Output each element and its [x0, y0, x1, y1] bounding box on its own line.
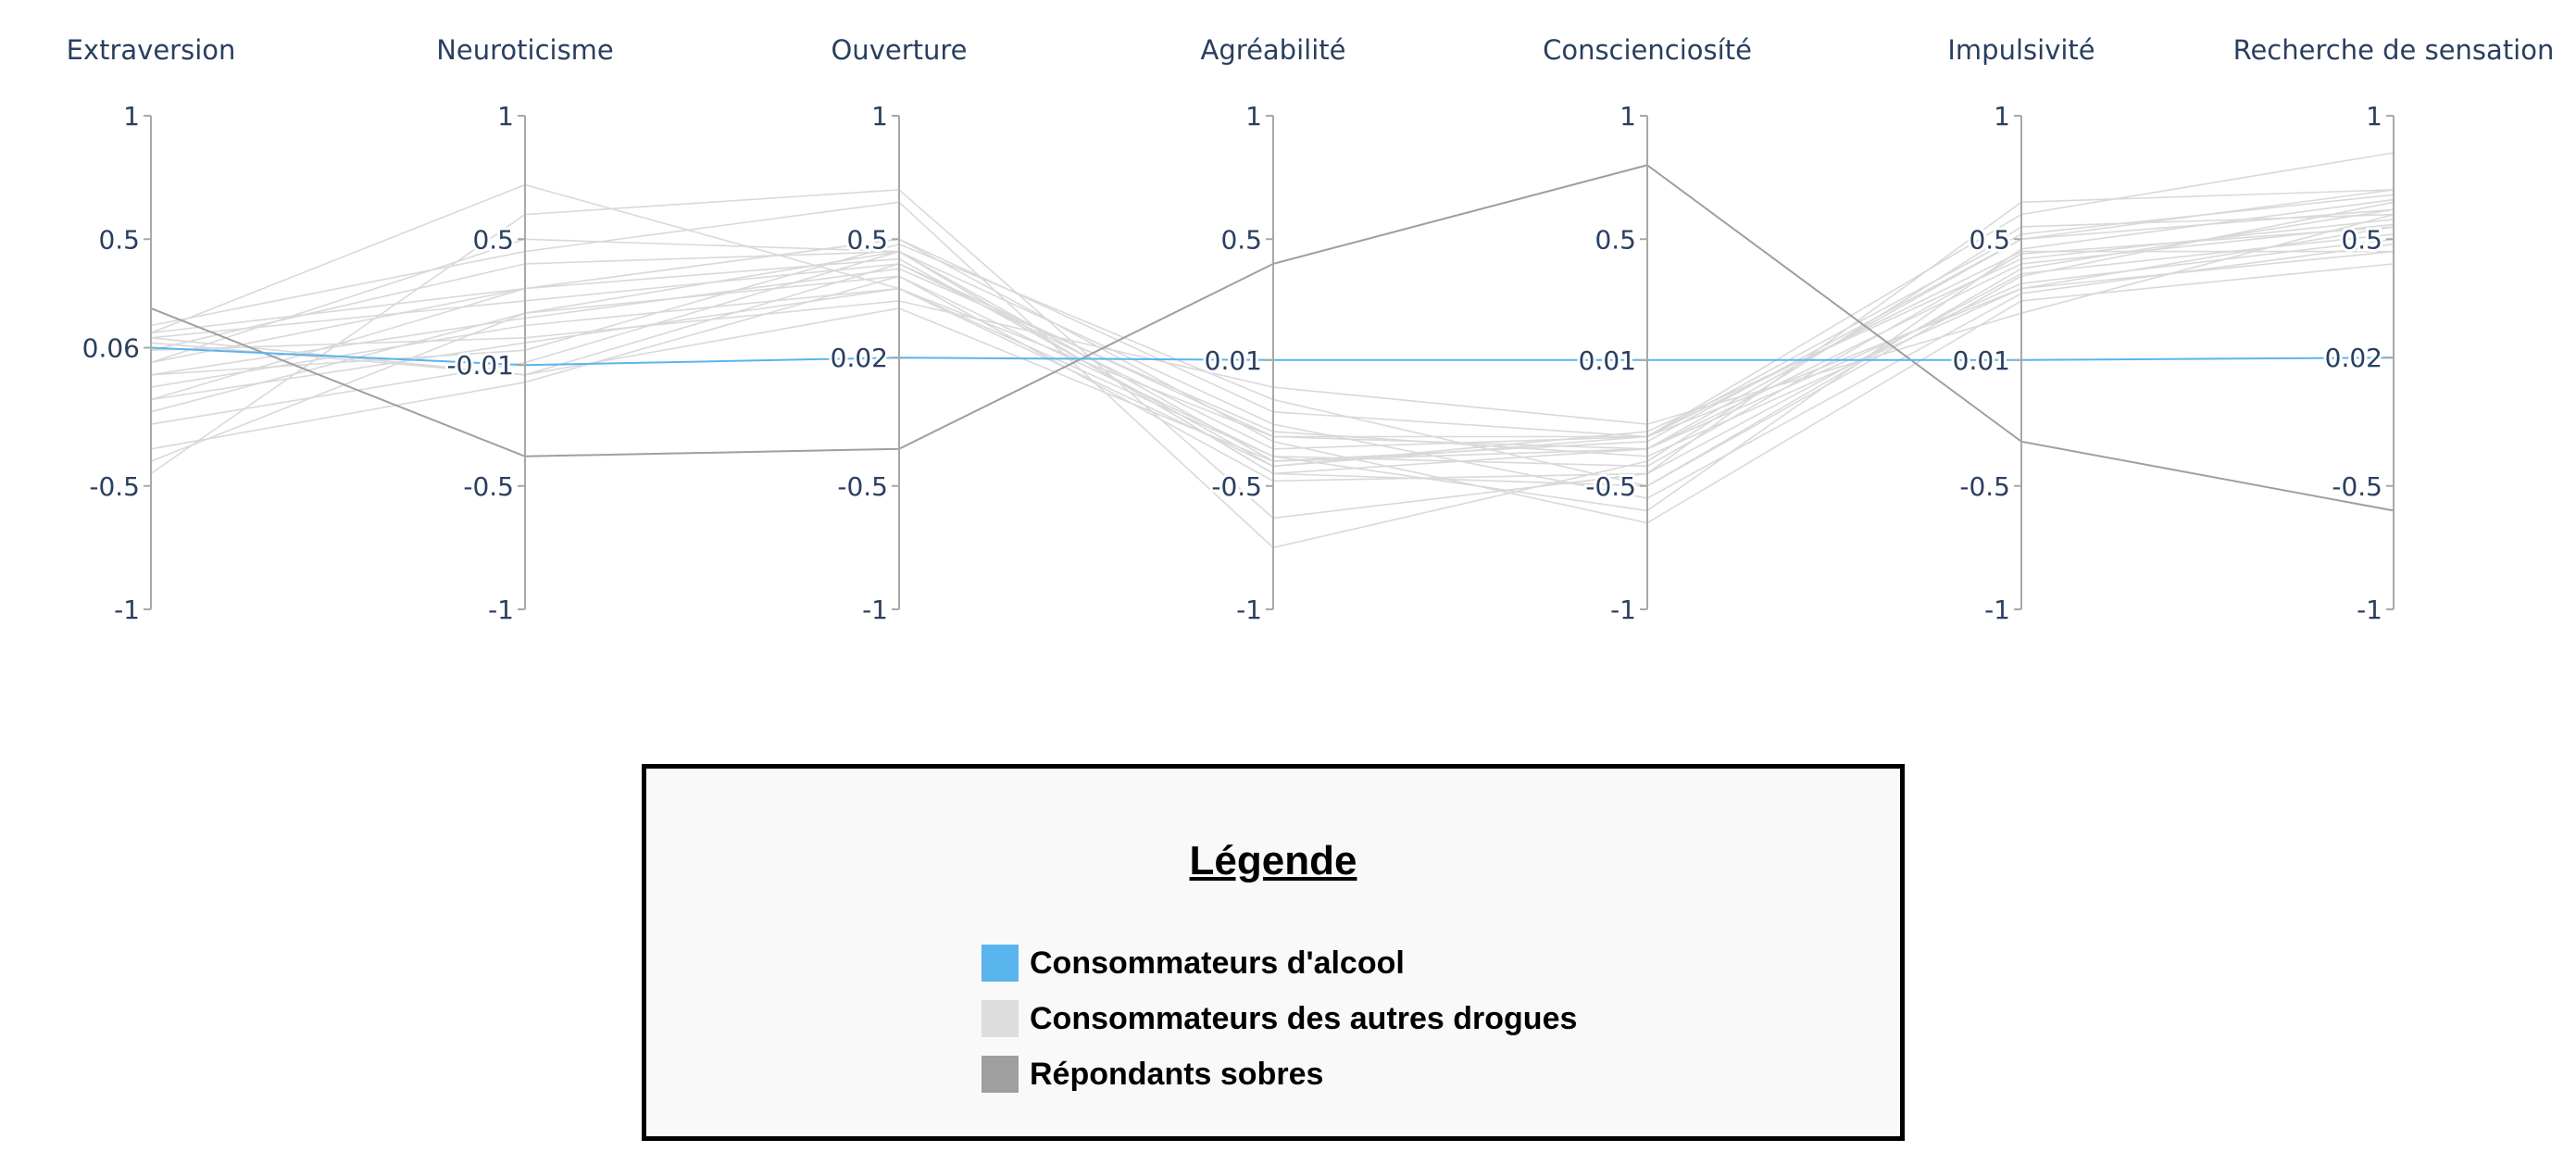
legend-swatch-other-drugs — [982, 1000, 1019, 1037]
axis-conscienciosite: Conscienciosíté -1 -0.5 0.01 0.5 1 — [1543, 34, 1752, 628]
axis-extraversion: Extraversion -1 -0.5 0.06 0.5 1 — [67, 34, 236, 628]
parallel-coordinates-chart: Extraversion -1 -0.5 0.06 0.5 1 Neuroticisme -1… — [66, 34, 2555, 628]
tick-label: 0.5 — [846, 224, 888, 255]
tick-label: 1 — [1245, 101, 1262, 131]
tick-label: -0.5 — [1211, 471, 1262, 502]
tick-label: -0.5 — [463, 471, 514, 502]
axis-title: Impulsivité — [1947, 34, 2095, 66]
tick-label: -1 — [1236, 595, 1262, 625]
tick-label: 0.5 — [98, 224, 140, 255]
legend-box: Légende Consommateurs d'alcool Consommat… — [642, 764, 1905, 1141]
axis-recherche-de-sensation: Recherche de sensation -1 -0.5 0.02 0.5 1 — [2233, 34, 2555, 628]
tick-label: 1 — [123, 101, 140, 131]
axis-title: Extraversion — [67, 34, 236, 66]
tick-label: -1 — [862, 595, 888, 625]
tick-label: -0.01 — [447, 350, 514, 381]
legend-swatch-sober — [982, 1056, 1019, 1093]
legend-label-alcohol: Consommateurs d'alcool — [1030, 945, 1405, 981]
tick-label: 0.02 — [2325, 343, 2382, 373]
tick-label: -0.5 — [837, 471, 888, 502]
tick-label: 0.06 — [82, 333, 140, 364]
tick-label: -1 — [114, 595, 140, 625]
legend-item-other-drugs: Consommateurs des autres drogues — [982, 991, 1577, 1046]
tick-label: 0.5 — [1594, 224, 1636, 255]
tick-label: -0.5 — [1959, 471, 2010, 502]
tick-label: -1 — [2357, 595, 2382, 625]
tick-label: 0.02 — [831, 343, 888, 373]
tick-label: 0.01 — [1579, 345, 1636, 376]
tick-label: -1 — [488, 595, 514, 625]
axis-title: Agréabilité — [1201, 34, 1346, 66]
tick-label: -0.5 — [2332, 471, 2382, 502]
legend-item-sober: Répondants sobres — [982, 1046, 1577, 1102]
tick-label: 1 — [2366, 101, 2382, 131]
axis-impulsivite: Impulsivité -1 -0.5 0.01 0.5 1 — [1947, 34, 2095, 628]
tick-label: 0.5 — [2341, 224, 2382, 255]
legend-label-other-drugs: Consommateurs des autres drogues — [1030, 1000, 1578, 1036]
tick-label: 1 — [1994, 101, 2010, 131]
axis-title: Recherche de sensation — [2233, 34, 2555, 66]
tick-label: 0.5 — [1220, 224, 1262, 255]
tick-label: 0.5 — [1969, 224, 2010, 255]
tick-label: 1 — [871, 101, 888, 131]
tick-label: -1 — [1984, 595, 2010, 625]
tick-label: -1 — [1610, 595, 1636, 625]
axis-title: Conscienciosíté — [1543, 34, 1752, 66]
axes-layer: Extraversion -1 -0.5 0.06 0.5 1 Neuroticisme -1… — [67, 34, 2555, 628]
axis-neuroticisme: Neuroticisme -1 -0.5 -0.01 0.5 1 — [436, 34, 614, 628]
legend-item-alcohol: Consommateurs d'alcool — [982, 935, 1577, 991]
legend-swatch-alcohol — [982, 945, 1019, 982]
tick-label: 0.5 — [472, 224, 514, 255]
tick-label: 1 — [497, 101, 514, 131]
tick-label: 1 — [1619, 101, 1636, 131]
axis-title: Neuroticisme — [436, 34, 614, 66]
tick-label: -0.5 — [89, 471, 140, 502]
tick-label: -0.5 — [1585, 471, 1636, 502]
axis-ouverture: Ouverture -1 -0.5 0.02 0.5 1 — [828, 34, 968, 628]
axis-title: Ouverture — [831, 34, 967, 66]
legend-title: Légende — [1189, 838, 1357, 883]
axis-agreabilite: Agréabilité -1 -0.5 0.01 0.5 1 — [1201, 34, 1346, 628]
tick-label: 0.01 — [1953, 345, 2010, 376]
tick-label: 0.01 — [1205, 345, 1262, 376]
legend-label-sober: Répondants sobres — [1030, 1056, 1324, 1092]
legend-items: Consommateurs d'alcool Consommateurs des… — [982, 935, 1577, 1102]
